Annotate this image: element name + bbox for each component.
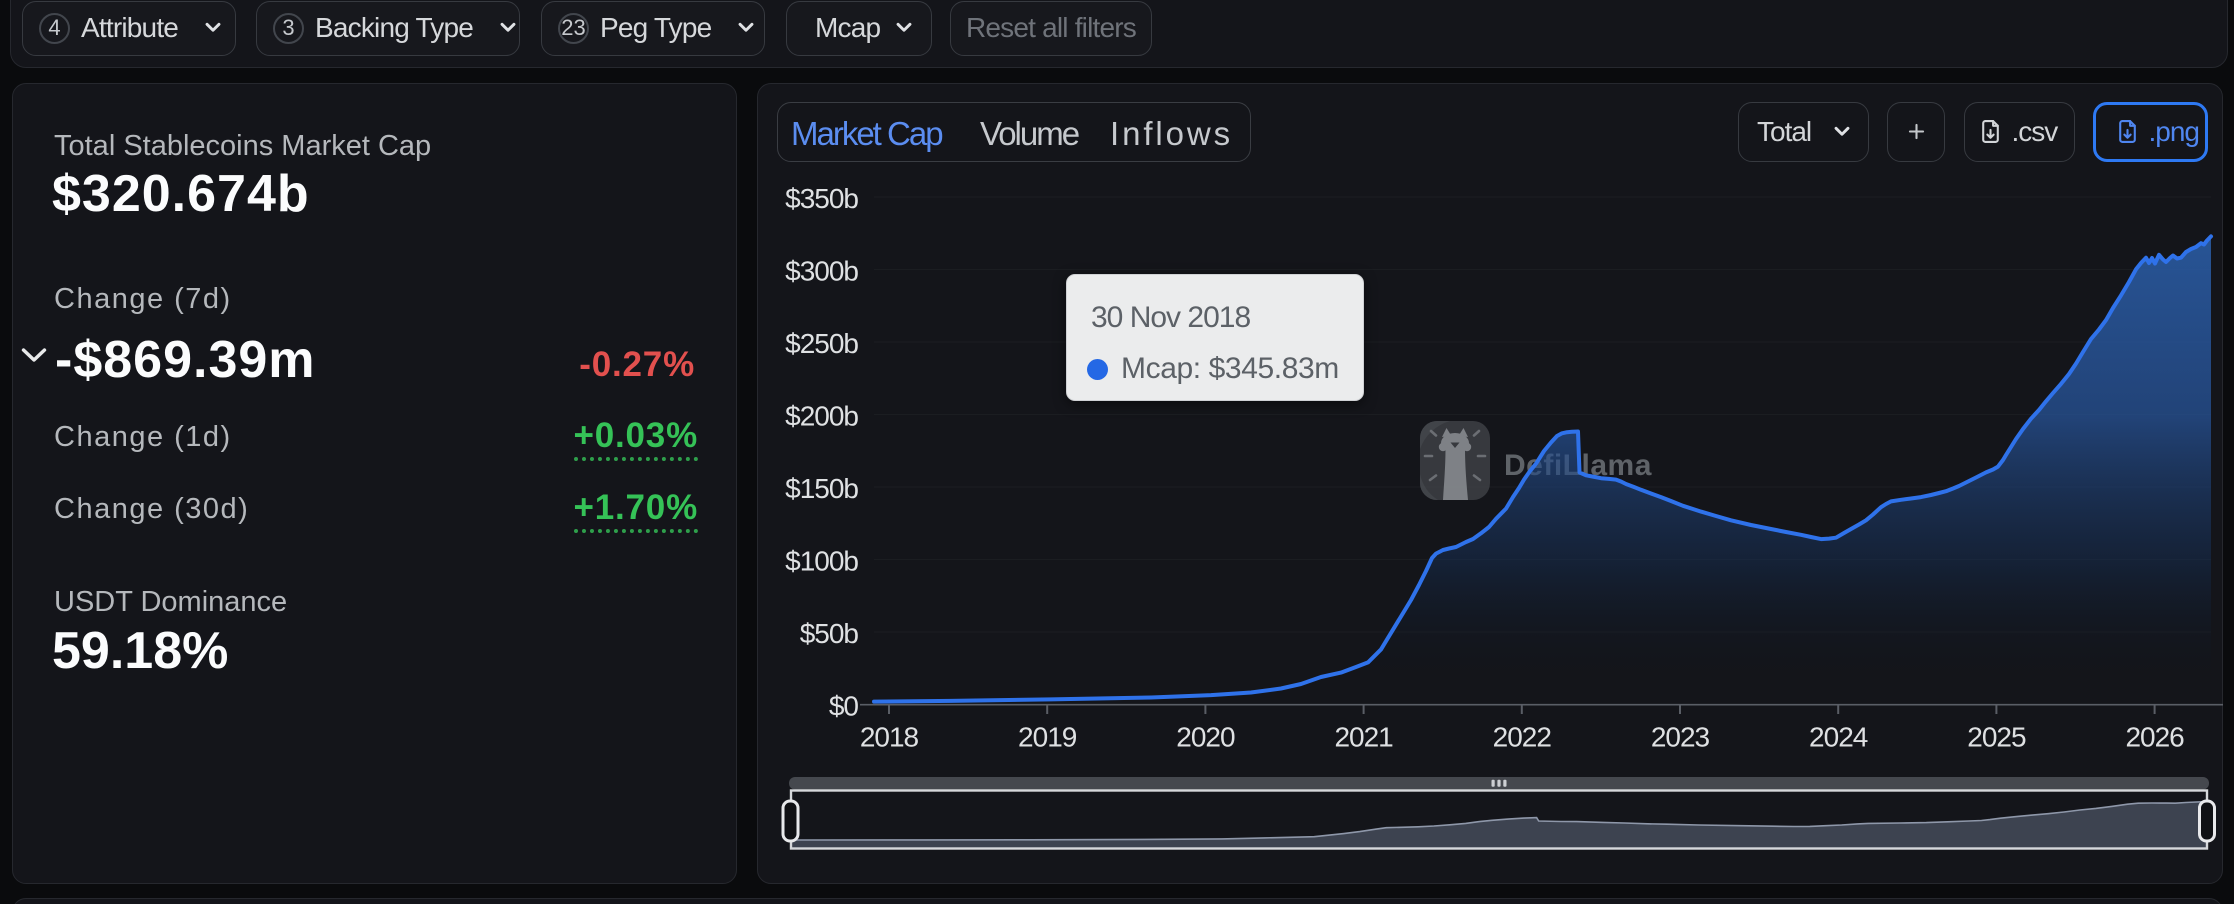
svg-text:$0: $0 <box>829 691 859 722</box>
svg-text:2026: 2026 <box>2125 722 2184 753</box>
svg-text:$250b: $250b <box>785 328 858 359</box>
svg-text:2024: 2024 <box>1809 722 1868 753</box>
svg-text:2022: 2022 <box>1493 722 1552 753</box>
svg-text:2020: 2020 <box>1176 722 1235 753</box>
svg-text:2021: 2021 <box>1334 722 1393 753</box>
svg-text:$100b: $100b <box>785 546 858 577</box>
svg-text:2025: 2025 <box>1967 722 2026 753</box>
svg-text:2018: 2018 <box>860 722 919 753</box>
svg-text:$200b: $200b <box>785 401 858 432</box>
svg-text:$300b: $300b <box>785 256 858 287</box>
svg-text:$150b: $150b <box>785 473 858 504</box>
svg-text:$350b: $350b <box>785 183 858 214</box>
svg-text:$50b: $50b <box>800 618 859 649</box>
svg-text:2019: 2019 <box>1018 722 1077 753</box>
svg-text:2023: 2023 <box>1651 722 1710 753</box>
